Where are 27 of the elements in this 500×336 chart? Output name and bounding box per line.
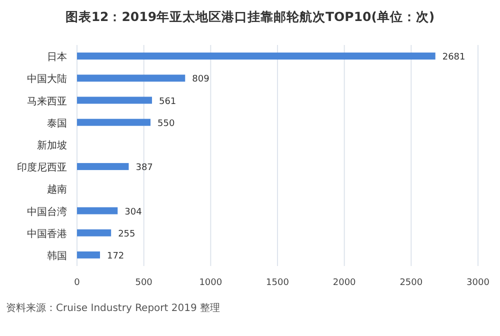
data-label: 172 [107,251,124,262]
category: 韩国 [47,250,67,262]
tick: 2000 [332,278,356,288]
category: 印度尼西亚 [17,162,67,174]
category: 中国台湾 [27,206,67,218]
data-label: 2681 [442,52,466,63]
data-label: 304 [124,207,142,218]
tick: 500 [135,278,152,288]
data-label: 550 [158,118,175,129]
category: 中国香港 [27,228,67,240]
tick: 1000 [199,278,222,288]
tick: 3000 [466,278,490,288]
annotation: 资料来源：Cruise Industry Report 2019 整理 [6,303,220,314]
category: 越南 [47,184,67,196]
category: 马来西亚 [27,96,67,108]
tick: 2500 [400,278,423,288]
data-label: 809 [192,74,210,85]
tick: 1500 [266,278,289,288]
data-label: 387 [136,163,153,174]
category: 泰国 [47,118,67,130]
data-label: 561 [158,96,176,107]
title: 图表12：2019年亚太地区港口挂靠邮轮航次TOP10(单位：次) [65,9,435,24]
category: 新加坡 [37,140,67,152]
category: 日本 [47,52,67,64]
tick: 0 [74,278,80,288]
data-label: 255 [118,229,136,240]
category: 中国大陆 [27,74,67,86]
